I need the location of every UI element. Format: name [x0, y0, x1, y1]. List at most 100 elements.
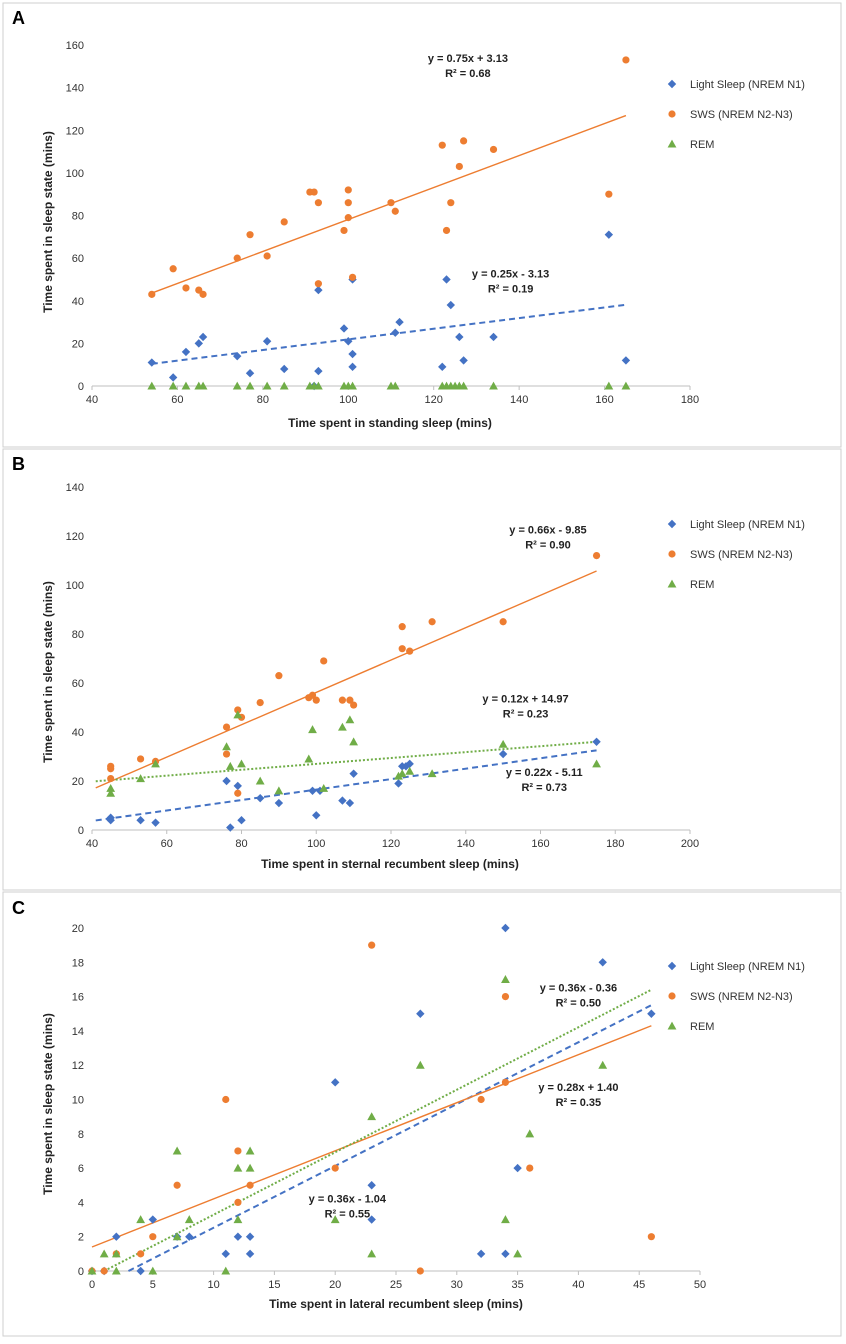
legend-label: REM: [690, 139, 714, 151]
trend-equation: y = 0.12x + 14.97: [482, 694, 568, 706]
data-point: [447, 199, 455, 207]
data-point: [151, 759, 160, 768]
data-point: [280, 364, 289, 374]
trend-line: [95, 570, 597, 789]
trend-r-squared: R² = 0.73: [521, 782, 567, 794]
legend-marker: [668, 110, 676, 118]
data-point: [340, 226, 348, 235]
x-tick-label: 120: [382, 838, 400, 850]
x-tick-label: 60: [161, 838, 173, 850]
data-point: [308, 725, 317, 734]
x-tick-label: 35: [511, 1279, 523, 1291]
data-point: [234, 789, 242, 797]
legend-marker: [667, 961, 677, 971]
data-point: [308, 786, 317, 795]
data-point: [605, 190, 613, 198]
trend-r-squared: R² = 0.35: [556, 1097, 602, 1109]
y-tick-label: 60: [72, 253, 84, 265]
x-tick-label: 20: [329, 1279, 341, 1291]
x-tick-label: 25: [390, 1279, 402, 1291]
data-point: [106, 783, 116, 792]
data-point: [395, 317, 404, 327]
y-tick-label: 100: [66, 168, 84, 180]
data-point: [621, 356, 631, 365]
data-point: [136, 1215, 146, 1224]
y-tick-label: 60: [72, 678, 84, 690]
data-point: [225, 761, 235, 770]
data-point: [106, 788, 116, 797]
data-point: [234, 706, 242, 714]
data-point: [136, 1266, 145, 1276]
data-point: [185, 1232, 194, 1241]
data-point: [387, 199, 395, 207]
x-tick-label: 15: [268, 1279, 280, 1291]
x-tick-label: 140: [510, 394, 528, 406]
legend-label: SWS (NREM N2-N3): [690, 991, 793, 1003]
y-tick-label: 4: [78, 1197, 84, 1209]
data-point: [136, 816, 145, 825]
x-tick-label: 10: [207, 1279, 219, 1291]
legend-marker: [667, 579, 677, 588]
x-tick-label: 40: [572, 1279, 584, 1291]
legend-marker: [667, 1021, 677, 1030]
panel-c-chart: C Time spent in sleep state (mins) Time …: [12, 898, 805, 1311]
data-point: [513, 1163, 522, 1173]
data-point: [622, 56, 630, 64]
data-point: [314, 366, 323, 376]
panel-a-label: A: [12, 8, 25, 28]
x-tick-label: 160: [595, 394, 613, 406]
panel-c-frame: [2, 891, 842, 1337]
data-point: [391, 328, 400, 337]
data-point: [338, 722, 347, 731]
data-point: [598, 1060, 608, 1069]
data-point: [348, 381, 357, 390]
data-point: [233, 710, 243, 719]
trend-r-squared: R² = 0.55: [325, 1208, 371, 1220]
legend-marker: [667, 79, 677, 89]
data-point: [367, 1181, 376, 1190]
data-point: [345, 715, 355, 724]
data-point: [274, 786, 284, 795]
data-point: [149, 1233, 157, 1241]
data-point: [246, 231, 254, 239]
data-point: [498, 739, 508, 748]
data-point: [647, 1009, 656, 1018]
data-point: [237, 759, 246, 768]
data-point: [339, 324, 349, 333]
data-point: [314, 199, 322, 207]
x-tick-label: 0: [89, 1279, 95, 1291]
data-point: [592, 759, 601, 768]
y-tick-label: 40: [72, 296, 84, 308]
data-point: [310, 188, 318, 196]
data-point: [397, 769, 407, 778]
trend-line: [128, 1004, 652, 1272]
data-point: [344, 199, 352, 207]
data-point: [233, 1232, 243, 1241]
data-point: [442, 275, 451, 284]
data-point: [592, 737, 601, 746]
data-point: [499, 618, 507, 626]
data-point: [275, 672, 283, 680]
data-point: [194, 339, 203, 348]
data-point: [168, 381, 178, 390]
data-point: [350, 701, 358, 709]
data-point: [245, 369, 255, 378]
legend-label: SWS (NREM N2-N3): [690, 549, 793, 561]
panel-b-frame: [2, 448, 842, 891]
x-tick-label: 160: [531, 838, 549, 850]
data-point: [621, 381, 631, 390]
data-point: [136, 774, 145, 783]
data-point: [147, 381, 157, 390]
y-tick-label: 20: [72, 776, 84, 788]
panel-a-xlabel: Time spent in standing sleep (mins): [288, 416, 492, 430]
data-point: [501, 1215, 510, 1224]
y-tick-label: 2: [78, 1232, 84, 1244]
data-point: [455, 162, 463, 171]
trend-equation: y = 0.36x - 0.36: [540, 982, 617, 994]
data-point: [338, 796, 347, 805]
data-point: [262, 381, 272, 390]
data-point: [489, 332, 498, 342]
x-tick-label: 180: [606, 838, 624, 850]
panel-c-xlabel: Time spent in lateral recumbent sleep (m…: [269, 1297, 523, 1311]
y-tick-label: 140: [66, 482, 84, 494]
